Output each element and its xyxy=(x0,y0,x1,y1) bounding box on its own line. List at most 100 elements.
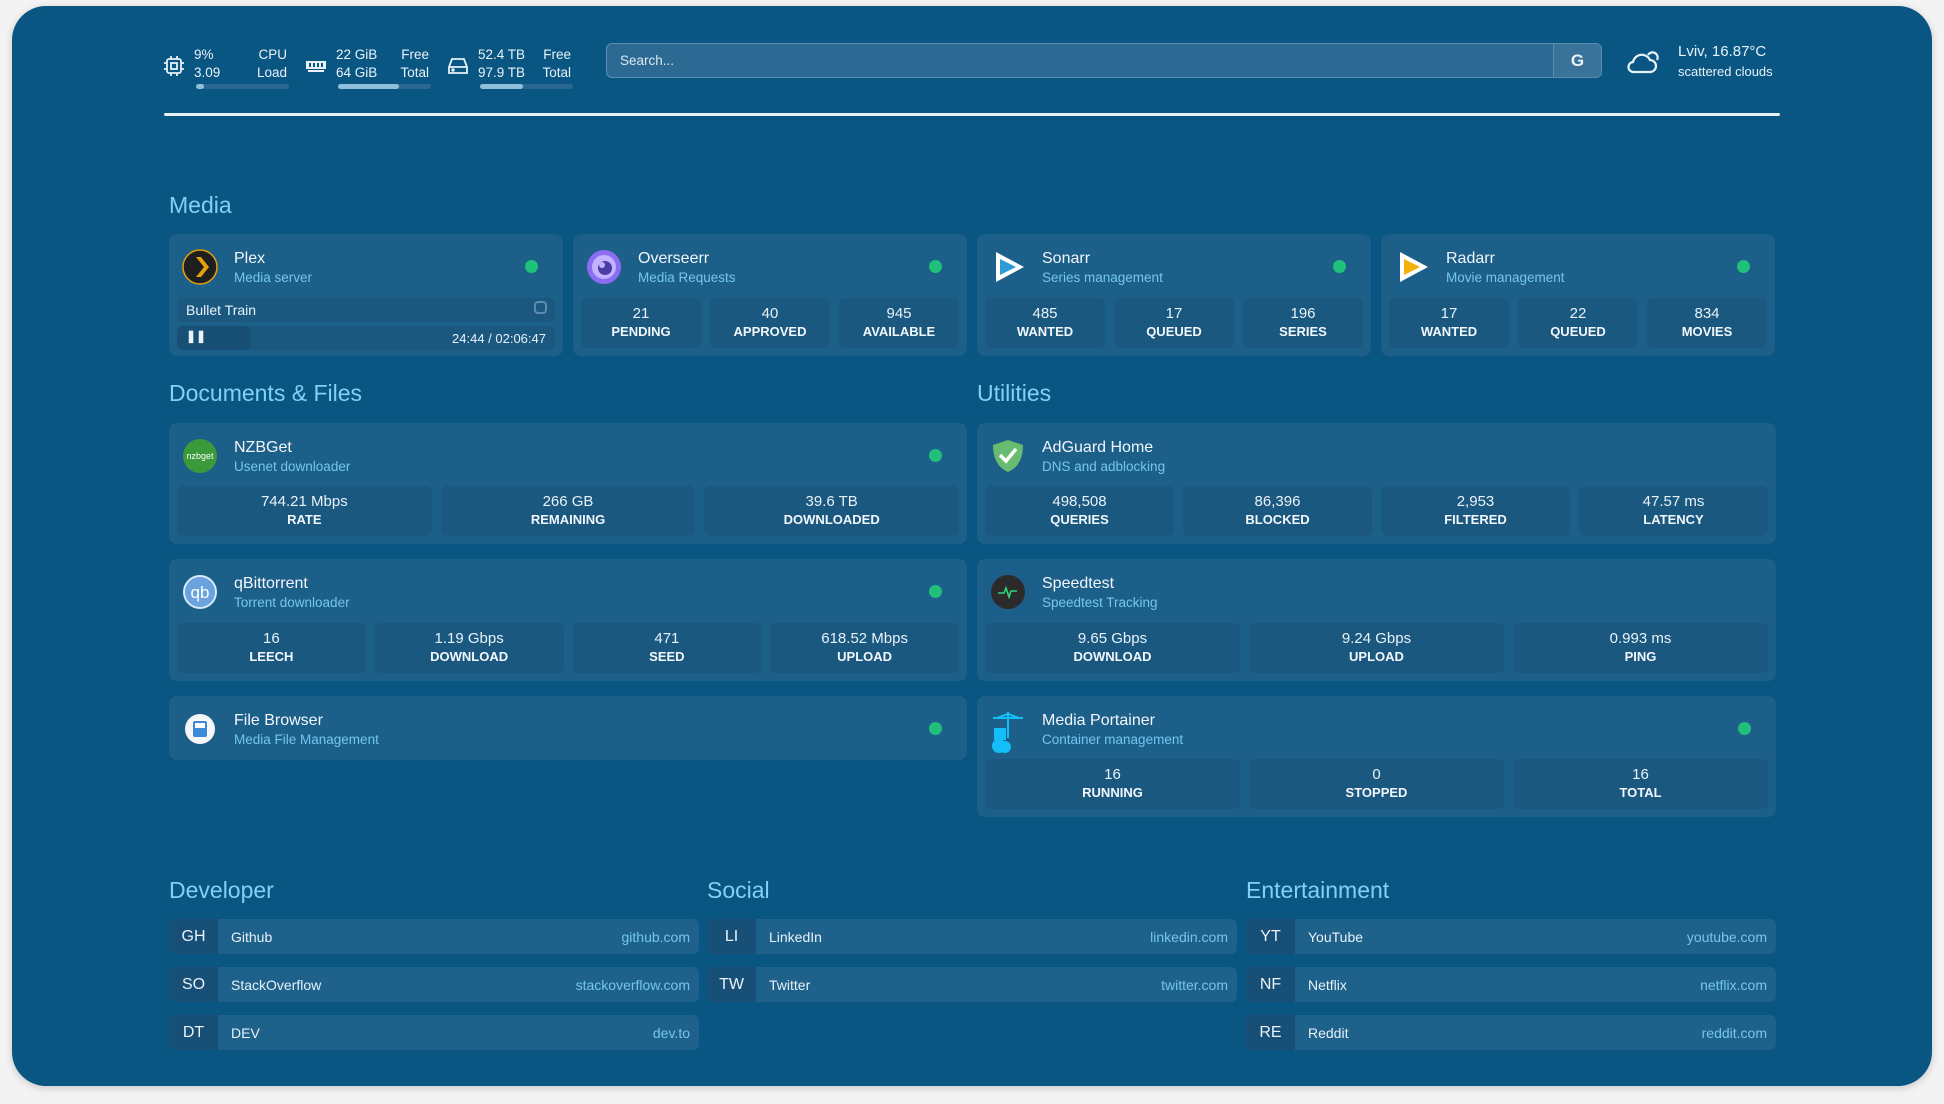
stat-label: QUEUED xyxy=(1550,324,1606,339)
stat-block: 22 QUEUED xyxy=(1518,298,1638,348)
bookmark-netflix[interactable]: NF Netflix netflix.com xyxy=(1246,967,1776,1002)
section-heading-media: Media xyxy=(169,192,232,218)
service-stats: 21 PENDING 40 APPROVED 945 AVAILABLE xyxy=(581,298,959,348)
mem-total-label: Total xyxy=(400,65,429,80)
stat-label: UPLOAD xyxy=(1349,649,1404,664)
adguard-home-card[interactable]: AdGuard Home DNS and adblocking 498,508 QU… xyxy=(977,423,1776,544)
stat-block: 196 SERIES xyxy=(1243,298,1363,348)
load-label: Load xyxy=(256,65,287,80)
disk-free-label: Free xyxy=(543,47,571,62)
memory-bar xyxy=(338,84,431,89)
service-title[interactable]: Media Portainer xyxy=(1042,712,1155,729)
service-title[interactable]: AdGuard Home xyxy=(1042,439,1154,456)
stat-label: WANTED xyxy=(1420,324,1478,339)
stat-value: 40 xyxy=(761,305,779,322)
bookmark-dev[interactable]: DT DEV dev.to xyxy=(169,1015,699,1050)
cpu-bar xyxy=(196,84,289,89)
stat-label: RATE xyxy=(287,512,322,527)
stat-block: 21 PENDING xyxy=(581,298,701,348)
disk-free: 52.4 TB xyxy=(478,47,526,62)
bookmark-youtube[interactable]: YT YouTube youtube.com xyxy=(1246,919,1776,954)
bookmark-url: stackoverflow.com xyxy=(575,976,690,993)
bookmark-github[interactable]: GH Github github.com xyxy=(169,919,699,954)
pause-icon[interactable]: ❚❚ xyxy=(186,329,207,343)
stat-block: 39.6 TB DOWNLOADED xyxy=(704,486,960,536)
media-portainer-card[interactable]: Media Portainer Container management 16 RU… xyxy=(977,696,1776,817)
service-title[interactable]: qBittorrent xyxy=(234,575,308,592)
bookmark-abbr: NF xyxy=(1246,967,1295,1002)
search-provider-button[interactable]: G xyxy=(1553,44,1601,77)
service-title[interactable]: Radarr xyxy=(1446,250,1495,267)
disk-bar xyxy=(480,84,573,89)
search-input[interactable] xyxy=(607,53,1553,68)
stat-value: 16 xyxy=(1632,766,1649,783)
svg-text:nzbget: nzbget xyxy=(186,451,214,461)
bookmark-url: linkedin.com xyxy=(1150,928,1228,945)
radarr-card[interactable]: Radarr Movie management 17 WANTED 22 QUEUED 8… xyxy=(1381,234,1775,356)
qbittorrent-card[interactable]: qb qBittorrent Torrent downloader 16 LEECH… xyxy=(169,559,967,681)
service-title[interactable]: File Browser xyxy=(234,712,323,729)
stat-value: 945 xyxy=(886,305,912,322)
stat-label: DOWNLOAD xyxy=(430,649,509,664)
radarr-icon xyxy=(1393,248,1431,286)
nzbget-card[interactable]: nzbget NZBGet Usenet downloader 744.21 Mb… xyxy=(169,423,967,544)
now-playing-title: Bullet Train xyxy=(186,302,257,318)
svg-text:qb: qb xyxy=(191,583,210,602)
sonarr-card[interactable]: Sonarr Series management 485 WANTED 17 QUEUE… xyxy=(977,234,1371,356)
service-description: Usenet downloader xyxy=(234,459,351,474)
service-title[interactable]: Sonarr xyxy=(1042,250,1091,267)
status-indicator xyxy=(1333,260,1346,273)
developer-bookmarks: GH Github github.com SO StackOverflow stackov… xyxy=(169,919,699,1059)
bookmark-linkedin[interactable]: LI LinkedIn linkedin.com xyxy=(707,919,1237,954)
bookmark-name: Github xyxy=(231,928,273,945)
overseerr-card[interactable]: Overseerr Media Requests 21 PENDING 40 APPRO… xyxy=(573,234,967,356)
stat-block: 1.19 Gbps DOWNLOAD xyxy=(374,623,564,673)
speedtest-card[interactable]: Speedtest Speedtest Tracking 9.65 Gbps DOW… xyxy=(977,559,1776,681)
bookmark-name: StackOverflow xyxy=(231,976,322,993)
stat-value: 744.21 Mbps xyxy=(260,493,348,510)
disk-total-label: Total xyxy=(542,65,571,80)
stat-value: 485 xyxy=(1032,305,1058,322)
stat-label: REMAINING xyxy=(530,512,606,527)
service-title[interactable]: Speedtest xyxy=(1042,575,1115,592)
stat-value: 2,953 xyxy=(1456,493,1495,510)
bookmark-name: DEV xyxy=(231,1024,260,1041)
weather-condition: scattered clouds xyxy=(1678,64,1773,79)
service-description: Media Requests xyxy=(638,270,736,285)
bookmark-abbr: YT xyxy=(1246,919,1295,954)
bookmark-twitter[interactable]: TW Twitter twitter.com xyxy=(707,967,1237,1002)
stat-block: 16 TOTAL xyxy=(1513,759,1768,809)
status-indicator xyxy=(929,449,942,462)
bookmark-url: netflix.com xyxy=(1700,976,1767,993)
service-description: Media File Management xyxy=(234,732,379,747)
service-title[interactable]: NZBGet xyxy=(234,439,292,456)
stat-label: WANTED xyxy=(1016,324,1074,339)
stat-block: 2,953 FILTERED xyxy=(1381,486,1570,536)
bookmark-url: reddit.com xyxy=(1701,1024,1767,1041)
stat-value: 618.52 Mbps xyxy=(821,630,908,647)
status-indicator xyxy=(1737,260,1750,273)
status-indicator xyxy=(929,722,942,735)
stat-block: 266 GB REMAINING xyxy=(440,486,696,536)
stat-value: 1.19 Gbps xyxy=(434,630,504,647)
stat-label: QUERIES xyxy=(1050,512,1109,527)
service-title[interactable]: Overseerr xyxy=(638,250,710,267)
plex-card[interactable]: Plex Media server Bullet Train ❚❚ 24:44 / … xyxy=(169,234,563,356)
dashboard: 9% CPU 3.09 Load 22 GiB Free 64 GiB Total 52.4… xyxy=(12,6,1932,1086)
bookmark-name: Netflix xyxy=(1308,976,1347,993)
bookmark-url: github.com xyxy=(621,928,690,945)
bookmark-reddit[interactable]: RE Reddit reddit.com xyxy=(1246,1015,1776,1050)
bookmark-url: twitter.com xyxy=(1161,976,1228,993)
entertainment-bookmarks: YT YouTube youtube.com NF Netflix netflix.com… xyxy=(1246,919,1776,1059)
file-browser-card[interactable]: File Browser Media File Management xyxy=(169,696,967,760)
stat-label: DOWNLOADED xyxy=(783,512,880,527)
settings-icon[interactable] xyxy=(534,301,547,314)
bookmark-stackoverflow[interactable]: SO StackOverflow stackoverflow.com xyxy=(169,967,699,1002)
service-title[interactable]: Plex xyxy=(234,250,266,267)
nzbget-icon: nzbget xyxy=(181,437,219,475)
bookmark-abbr: GH xyxy=(169,919,218,954)
bookmark-abbr: DT xyxy=(169,1015,218,1050)
cpu-icon xyxy=(164,56,184,76)
cpu-widget: 9% CPU 3.09 Load xyxy=(162,46,289,89)
now-playing-title-row: Bullet Train xyxy=(177,298,555,322)
